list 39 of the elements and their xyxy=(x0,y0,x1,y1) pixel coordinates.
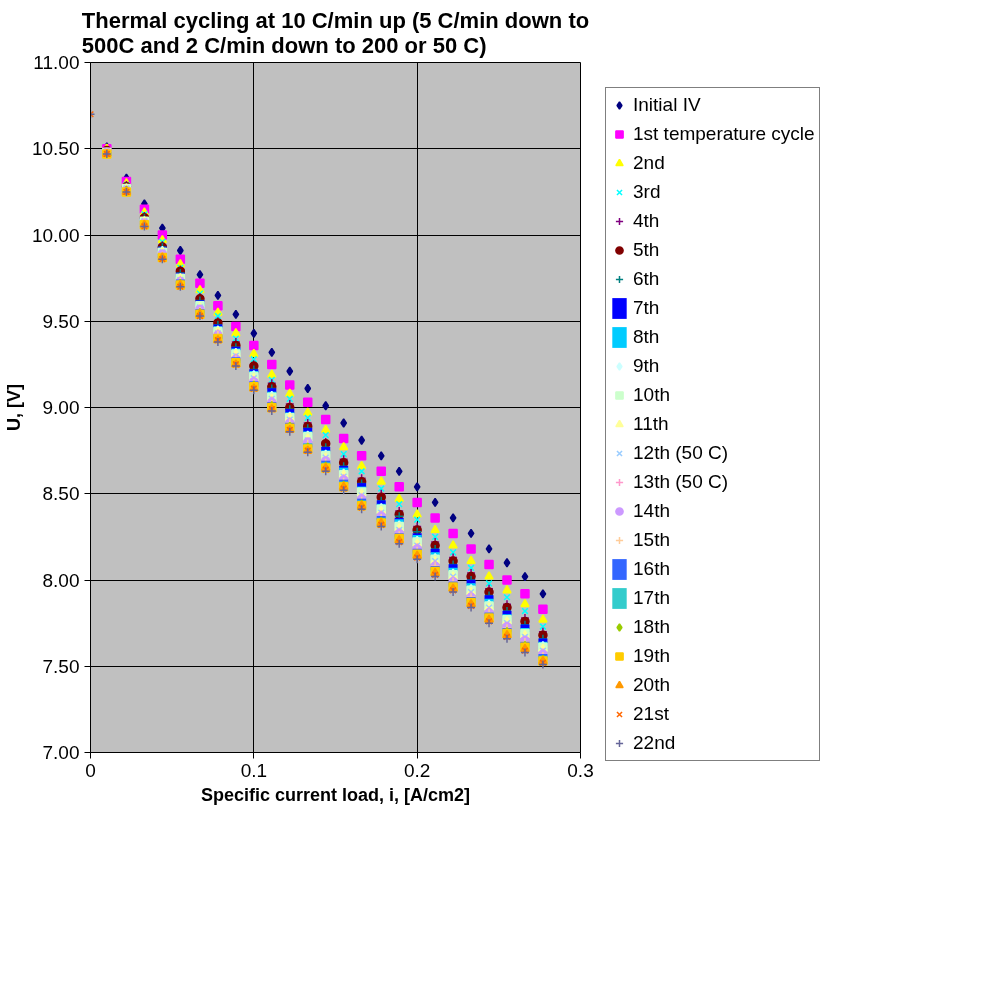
legend-label: 17th xyxy=(633,586,670,610)
y-tick-label: 10.50 xyxy=(31,138,80,160)
chart-title: Thermal cycling at 10 C/min up (5 C/min down to 500C and 2 C/min down to 200 or 50 C) xyxy=(81,7,590,58)
y-tick-label: 8.50 xyxy=(42,483,80,505)
legend-label: 8th xyxy=(633,325,660,349)
x-tick-label: 0.3 xyxy=(567,759,594,781)
legend-label: 9th xyxy=(633,354,660,378)
legend-label: 7th xyxy=(633,296,660,320)
y-tick-label: 8.00 xyxy=(42,569,80,591)
legend-label: 6th xyxy=(633,267,660,291)
x-tick-label: 0.2 xyxy=(403,759,431,781)
legend-label: 16th xyxy=(633,557,670,581)
legend-label: 19th xyxy=(633,644,670,668)
legend-label: 3rd xyxy=(633,180,661,204)
legend-label: 5th xyxy=(633,238,660,262)
legend-label: 14th xyxy=(633,499,670,523)
legend-label: 1st temperature cycle xyxy=(633,122,815,146)
x-axis-title: Specific current load, i, [A/cm2] xyxy=(200,784,471,805)
legend-label: 4th xyxy=(633,209,660,233)
y-tick-label: 7.50 xyxy=(42,655,80,677)
legend-label: 13th (50 C) xyxy=(633,470,729,494)
legend-label: 2nd xyxy=(633,151,665,175)
y-tick-label: 11.00 xyxy=(33,52,80,73)
x-tick-label: 0 xyxy=(85,759,96,781)
x-tick-label: 0.1 xyxy=(240,759,268,781)
legend-label: 18th xyxy=(633,615,670,639)
y-tick-label: 9.00 xyxy=(42,397,80,418)
legend-label: 21st xyxy=(633,702,669,726)
legend-label: 12th (50 C) xyxy=(633,441,729,465)
legend-label: 11th xyxy=(633,412,669,436)
legend-label: 22nd xyxy=(633,731,676,755)
legend-label: 10th xyxy=(633,383,670,407)
y-tick-label: 10.00 xyxy=(31,224,80,246)
legend-label: Initial IV xyxy=(633,93,701,117)
legend-label: 15th xyxy=(633,528,670,552)
y-tick-label: 9.50 xyxy=(42,310,80,332)
y-tick-label: 7.00 xyxy=(42,742,80,763)
y-axis-title: U, [V] xyxy=(3,384,24,431)
legend-label: 20th xyxy=(633,673,670,697)
